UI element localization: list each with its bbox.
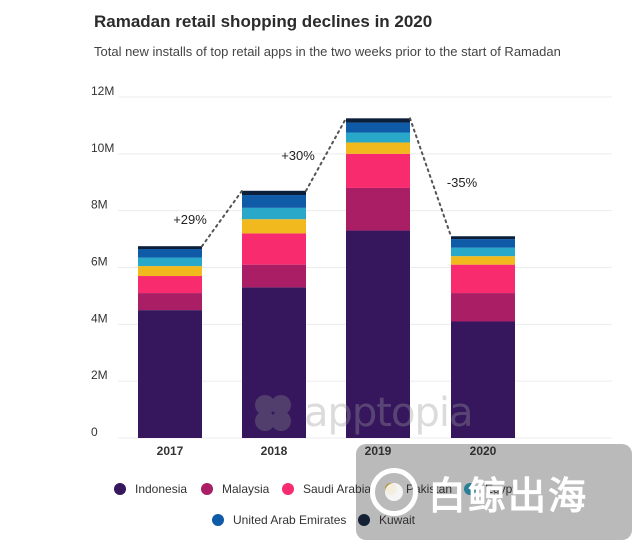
x-category-label: 2017: [157, 444, 184, 458]
bar-segment-pakistan: [346, 142, 410, 154]
bar-segment-pakistan: [451, 256, 515, 265]
y-tick-label: 2M: [91, 368, 108, 382]
y-tick-label: 10M: [91, 141, 114, 155]
apptopia-watermark: apptopia: [250, 388, 473, 438]
x-category-label: 2018: [261, 444, 288, 458]
legend-swatch: [358, 514, 370, 526]
bar-segment-egypt: [451, 247, 515, 257]
bar-segment-kuwait: [451, 236, 515, 240]
bar-segment-malaysia: [138, 293, 202, 311]
bar-segment-kuwait: [138, 246, 202, 250]
x-category-label: 2020: [470, 444, 497, 458]
bar-segment-united-arab-emirates: [242, 195, 306, 208]
bar-segment-indonesia: [451, 321, 515, 438]
bar-segment-indonesia: [346, 230, 410, 438]
y-tick-label: 6M: [91, 255, 108, 269]
bar-segment-pakistan: [138, 266, 202, 277]
bars: [138, 118, 515, 438]
legend-label: Saudi Arabia: [303, 482, 371, 496]
bar-segment-saudi-arabia: [451, 264, 515, 294]
bar-segment-kuwait: [346, 118, 410, 123]
legend-label: Egypt: [485, 482, 516, 496]
legend-swatch: [464, 483, 476, 495]
bar-segment-egypt: [242, 207, 306, 220]
x-axis-categories: 2017 2018 2019 2020: [157, 444, 497, 458]
bar-segment-pakistan: [242, 219, 306, 234]
apptopia-logo-icon: [255, 395, 291, 431]
growth-connectors: [201, 117, 452, 248]
growth-connector: [201, 189, 243, 248]
legend-label: Kuwait: [379, 513, 416, 527]
bar-segment-malaysia: [346, 187, 410, 231]
legend: Indonesia Malaysia Saudi Arabia Pakistan Egy…: [114, 482, 516, 527]
y-tick-label: 8M: [91, 198, 108, 212]
bar-segment-egypt: [138, 257, 202, 267]
bar-segment-egypt: [346, 132, 410, 143]
bar-segment-united-arab-emirates: [451, 239, 515, 248]
bar-segment-malaysia: [242, 264, 306, 288]
bar-segment-saudi-arabia: [242, 233, 306, 265]
growth-annotations: +29% +30% -35%: [173, 148, 477, 227]
y-tick-label: 0: [91, 425, 98, 439]
bar-segment-indonesia: [138, 310, 202, 438]
chart-title: Ramadan retail shopping declines in 2020: [94, 12, 433, 31]
growth-annotation: -35%: [447, 175, 478, 190]
growth-annotation: +30%: [281, 148, 315, 163]
growth-connector: [305, 117, 347, 192]
y-tick-label: 4M: [91, 311, 108, 325]
legend-swatch: [212, 514, 224, 526]
legend-label: Malaysia: [222, 482, 270, 496]
legend-swatch: [201, 483, 213, 495]
bar-segment-saudi-arabia: [138, 276, 202, 294]
x-category-label: 2019: [365, 444, 392, 458]
bar-segment-saudi-arabia: [346, 153, 410, 188]
stamp-text: 白鲸出海: [428, 475, 589, 518]
chart-subtitle: Total new installs of top retail apps in…: [94, 44, 561, 59]
growth-connector: [409, 117, 452, 238]
legend-swatch: [114, 483, 126, 495]
whale-logo-icon: [370, 468, 418, 516]
legend-swatch: [282, 483, 294, 495]
y-tick-label: 12M: [91, 84, 114, 98]
legend-label: United Arab Emirates: [233, 513, 346, 527]
bar-segment-malaysia: [451, 293, 515, 322]
bar-segment-united-arab-emirates: [138, 249, 202, 258]
growth-annotation: +29%: [173, 212, 207, 227]
bar-segment-kuwait: [242, 190, 306, 196]
bar-segment-united-arab-emirates: [346, 122, 410, 133]
legend-label: Indonesia: [135, 482, 187, 496]
y-axis-ticks: 0 2M 4M 6M 8M 10M 12M: [91, 84, 114, 439]
bar-segment-indonesia: [242, 287, 306, 438]
watermark-text: apptopia: [304, 390, 473, 436]
source-stamp: 白鲸出海: [356, 444, 632, 540]
